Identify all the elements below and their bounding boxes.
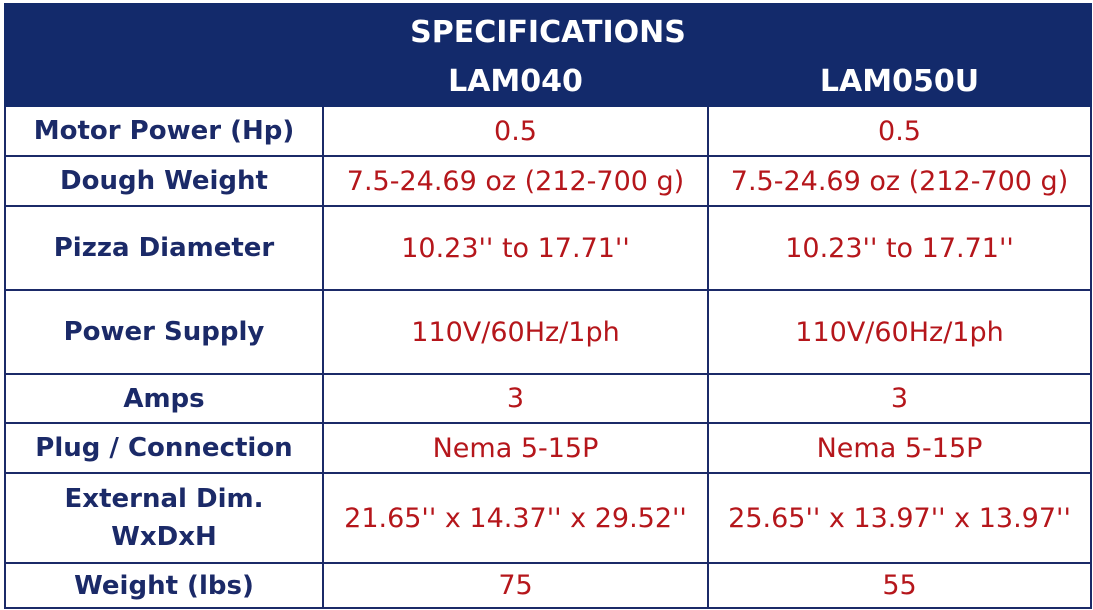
spec-table-wrap: SPECIFICATIONS LAM040 LAM050U Motor Powe… (3, 3, 1093, 609)
spec-row: Amps 3 3 (4, 373, 1093, 424)
spec-table: SPECIFICATIONS LAM040 LAM050U Motor Powe… (3, 3, 1093, 609)
row-label: Pizza Diameter (4, 205, 324, 291)
spec-row: Weight (lbs) 75 55 (4, 562, 1093, 609)
spec-value: 0.5 (322, 105, 709, 157)
spec-value: 110V/60Hz/1ph (322, 289, 709, 375)
row-label: Power Supply (4, 289, 324, 375)
column-header-row: LAM040 LAM050U (4, 55, 1093, 107)
column-header: LAM040 (322, 55, 709, 107)
spec-row: External Dim. WxDxH 21.65'' x 14.37'' x 2… (4, 472, 1093, 564)
spec-row: Pizza Diameter 10.23'' to 17.71'' 10.23'' … (4, 205, 1093, 291)
spec-value: 7.5-24.69 oz (212-700 g) (706, 155, 1093, 207)
spec-value: 10.23'' to 17.71'' (706, 205, 1093, 291)
spec-value: 3 (706, 373, 1093, 424)
title-row: SPECIFICATIONS (3, 3, 1093, 57)
row-label: Amps (4, 373, 324, 424)
spec-row: Plug / Connection Nema 5-15P Nema 5-15P (4, 422, 1093, 474)
spec-value: 0.5 (706, 105, 1093, 157)
spec-value: Nema 5-15P (706, 422, 1093, 474)
table-title: SPECIFICATIONS (3, 3, 1093, 57)
spec-row: Dough Weight 7.5-24.69 oz (212-700 g) 7.5-… (4, 155, 1093, 207)
spec-value: 55 (706, 562, 1093, 609)
table-body: SPECIFICATIONS LAM040 LAM050U Motor Powe… (3, 3, 1093, 609)
spec-value: 75 (322, 562, 709, 609)
spec-value: 25.65'' x 13.97'' x 13.97'' (706, 472, 1093, 564)
blank-header (4, 55, 324, 107)
row-label: Plug / Connection (4, 422, 324, 474)
spec-value: 3 (322, 373, 709, 424)
row-label: External Dim. WxDxH (4, 472, 324, 564)
spec-value: 7.5-24.69 oz (212-700 g) (322, 155, 709, 207)
row-label: Dough Weight (4, 155, 324, 207)
spec-row: Power Supply 110V/60Hz/1ph 110V/60Hz/1ph (4, 289, 1093, 375)
row-label: Motor Power (Hp) (4, 105, 324, 157)
column-header: LAM050U (706, 55, 1093, 107)
spec-value: 21.65'' x 14.37'' x 29.52'' (322, 472, 709, 564)
row-label: Weight (lbs) (4, 562, 324, 609)
spec-value: Nema 5-15P (322, 422, 709, 474)
spec-value: 10.23'' to 17.71'' (322, 205, 709, 291)
spec-row: Motor Power (Hp) 0.5 0.5 (4, 105, 1093, 157)
spec-value: 110V/60Hz/1ph (706, 289, 1093, 375)
